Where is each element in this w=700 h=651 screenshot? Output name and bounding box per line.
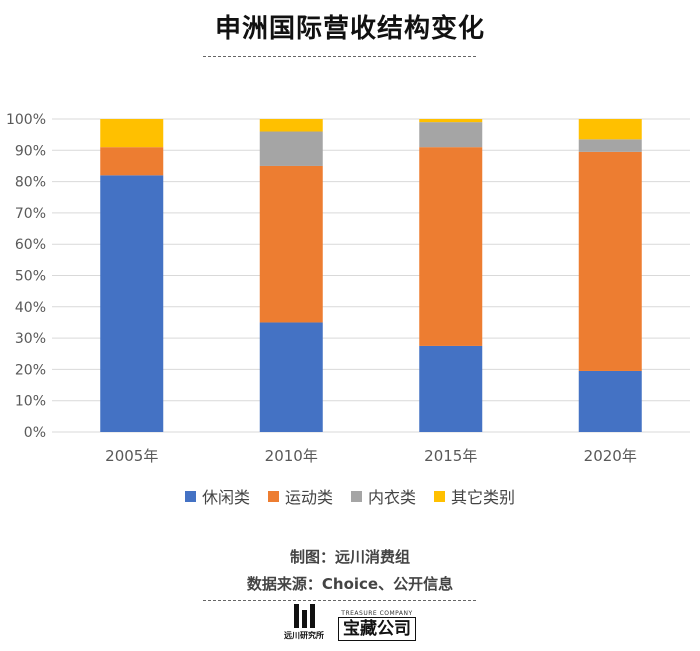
- bar-segment: [419, 119, 483, 123]
- x-tick-label: 2015年: [424, 447, 477, 465]
- bar-segment: [578, 119, 642, 140]
- legend-item: 其它类别: [434, 484, 515, 508]
- y-tick-label: 40%: [15, 300, 46, 316]
- chart-title: 申洲国际营收结构变化: [214, 14, 485, 44]
- treasure-company-logo: TREASURE COMPANY 宝藏公司: [338, 610, 416, 641]
- legend-swatch: [184, 490, 196, 502]
- legend-label: 其它类别: [451, 488, 516, 507]
- y-tick-label: 70%: [15, 206, 46, 222]
- data-source: 数据来源：Choice、公开信息: [246, 575, 454, 593]
- legend-swatch: [434, 490, 446, 502]
- bar-segment: [419, 122, 483, 148]
- footer-divider: [203, 600, 476, 601]
- legend-label: 运动类: [284, 488, 333, 507]
- yuanchuan-logo-text: 远川研究所: [284, 631, 324, 640]
- bar-segment: [419, 147, 483, 346]
- bar-segment: [578, 139, 642, 152]
- bar-segment: [100, 175, 164, 432]
- legend-item: 休闲类: [184, 484, 250, 508]
- x-tick-label: 2010年: [265, 447, 318, 465]
- stacked-bar-chart: 0% 10% 20% 30% 40% 50% 60% 70% 80% 90% 100% 2005年 20…: [6, 112, 690, 465]
- bar-segment: [259, 322, 323, 432]
- treasure-company-logo-text: 宝藏公司: [338, 617, 416, 641]
- y-tick-label: 50%: [15, 269, 46, 285]
- y-tick-label: 0%: [24, 425, 46, 441]
- bar-segment: [100, 147, 164, 176]
- title-divider: [203, 56, 476, 57]
- x-tick-label: 2005年: [105, 447, 158, 465]
- bar-segment: [259, 131, 323, 166]
- chart-credit: 制图：远川消费组: [289, 548, 410, 566]
- legend-item: 内衣类: [351, 484, 416, 508]
- footer-logos: 远川研究所 TREASURE COMPANY 宝藏公司: [0, 604, 700, 641]
- treasure-company-logo-subtitle: TREASURE COMPANY: [341, 610, 413, 617]
- x-tick-label: 2020年: [584, 447, 637, 465]
- y-tick-label: 80%: [15, 175, 46, 191]
- y-tick-label: 30%: [15, 331, 46, 347]
- y-tick-label: 90%: [15, 143, 46, 159]
- legend-item: 运动类: [267, 484, 333, 508]
- legend-swatch: [267, 490, 279, 502]
- y-tick-label: 100%: [6, 112, 46, 128]
- legend-swatch: [351, 490, 362, 502]
- y-tick-label: 60%: [15, 237, 46, 253]
- yuanchuan-logo: 远川研究所: [284, 604, 324, 641]
- bar-segment: [100, 119, 164, 148]
- bar-segment: [259, 165, 323, 323]
- y-tick-label: 10%: [15, 394, 46, 410]
- y-tick-label: 20%: [15, 362, 46, 378]
- bar-segment: [578, 151, 642, 371]
- bar-segment: [259, 119, 323, 132]
- legend-label: 休闲类: [201, 488, 250, 507]
- bar-segment: [419, 345, 483, 432]
- yuanchuan-logo-mark: [293, 604, 315, 628]
- legend-label: 内衣类: [368, 488, 417, 507]
- chart-legend: 休闲类 运动类 内衣类 其它类别: [0, 484, 700, 508]
- bar-segment: [578, 370, 642, 432]
